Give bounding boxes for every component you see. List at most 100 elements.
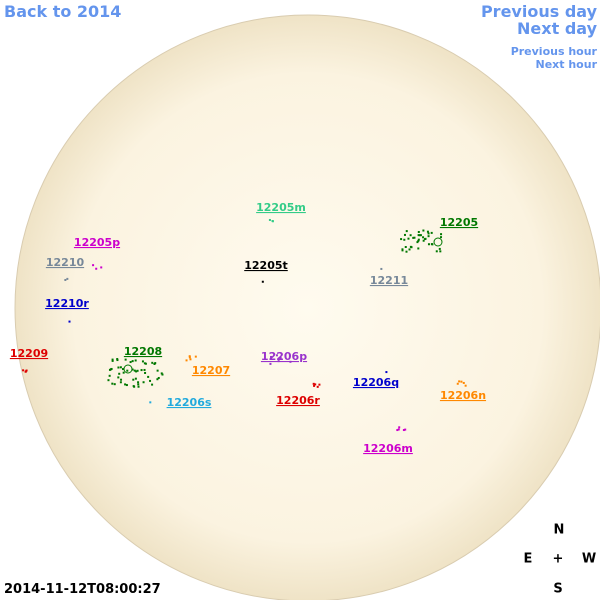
sunspot xyxy=(107,379,110,382)
sunspot xyxy=(188,356,191,359)
sunspot xyxy=(275,354,278,357)
sunspot xyxy=(149,401,152,404)
sunspot xyxy=(402,429,405,432)
sunspot xyxy=(111,358,114,361)
sunspot xyxy=(261,280,264,283)
sunspot xyxy=(407,237,410,240)
sunspot xyxy=(318,383,321,386)
sunspot xyxy=(462,381,465,384)
sunspot xyxy=(403,233,406,236)
sunspot xyxy=(144,371,147,374)
sunspot xyxy=(141,360,144,363)
sunspot xyxy=(427,232,430,235)
sunspot xyxy=(119,381,122,384)
sunspot xyxy=(156,369,159,372)
region-label: 12205m xyxy=(256,201,306,214)
sunspot xyxy=(124,358,127,361)
next-hour-link[interactable]: Next hour xyxy=(535,58,598,71)
sunspot xyxy=(268,218,271,221)
sunspot xyxy=(160,372,163,375)
sunspot xyxy=(314,383,317,386)
sunspot xyxy=(422,229,425,232)
compass-north: N xyxy=(554,523,565,538)
sunspot xyxy=(413,236,416,239)
sunspot xyxy=(161,373,164,376)
sunspot xyxy=(380,267,383,270)
sunspot xyxy=(111,359,114,362)
sunspot xyxy=(95,267,98,270)
sunspot xyxy=(409,234,412,237)
sunspot xyxy=(113,383,116,386)
sunspot xyxy=(151,361,154,364)
sunspot xyxy=(439,250,442,253)
sunspot xyxy=(108,368,111,371)
sunspot xyxy=(422,236,425,239)
sunspot xyxy=(405,250,408,253)
sunspot xyxy=(385,371,388,374)
sunspot xyxy=(422,239,425,242)
sunspot xyxy=(396,429,399,432)
sunspot xyxy=(24,370,27,373)
timestamp: 2014-11-12T08:00:27 xyxy=(4,582,161,597)
sunspot xyxy=(129,361,132,364)
compass-west: W xyxy=(582,552,596,567)
region-label: 12207 xyxy=(192,364,230,377)
sunspot xyxy=(143,362,146,365)
region-label: 12206m xyxy=(363,442,413,455)
sunspot xyxy=(117,366,120,369)
sunspot xyxy=(137,385,140,388)
region-label: 12205t xyxy=(244,259,288,272)
sunspot xyxy=(100,266,103,269)
region-label: 12206q xyxy=(353,376,399,389)
sunspot xyxy=(124,383,127,386)
sunspot xyxy=(316,385,319,388)
sunspot xyxy=(68,320,71,323)
sunspot xyxy=(64,278,67,281)
sunspot xyxy=(438,247,441,250)
next-day-link[interactable]: Next day xyxy=(517,19,597,38)
sunspot xyxy=(430,243,433,246)
sunspot xyxy=(153,362,156,365)
sunspot xyxy=(66,277,69,280)
sunspot xyxy=(137,381,140,384)
sunspot xyxy=(409,245,412,248)
sunspot xyxy=(398,426,401,429)
region-label: 12205 xyxy=(440,216,478,229)
sunspot xyxy=(111,382,114,385)
sunspot xyxy=(147,375,150,378)
sunspot xyxy=(120,378,123,381)
sunspot xyxy=(460,380,463,383)
sunspot xyxy=(269,362,272,365)
sunspot xyxy=(271,220,274,223)
sunspot xyxy=(279,357,282,360)
sunspot xyxy=(116,358,119,361)
sunspot xyxy=(134,359,137,362)
sunspot xyxy=(401,248,404,251)
sunspot xyxy=(131,360,134,363)
sunspot xyxy=(151,383,154,386)
sunspot xyxy=(149,379,152,382)
region-label: 12211 xyxy=(370,274,408,287)
compass-center: + xyxy=(553,552,564,567)
sunspot xyxy=(417,247,420,250)
sunspot-ring xyxy=(123,364,133,374)
sunspot xyxy=(404,428,407,431)
sunspot xyxy=(134,377,137,380)
sunspot xyxy=(125,384,128,387)
region-label: 12205p xyxy=(74,236,120,249)
previous-hour-link[interactable]: Previous hour xyxy=(510,45,597,58)
previous-day-link[interactable]: Previous day xyxy=(480,2,597,21)
back-link[interactable]: Back to 2014 xyxy=(4,2,122,21)
sunspot xyxy=(132,378,135,381)
sunspot xyxy=(108,374,111,377)
region-label: 12206s xyxy=(167,396,212,409)
sunspot xyxy=(440,236,443,239)
sunspot xyxy=(424,237,427,240)
sunspot xyxy=(144,362,147,365)
sunspot xyxy=(418,234,421,237)
sunspot xyxy=(400,238,403,241)
sunspot xyxy=(401,249,404,252)
sunspot xyxy=(157,376,160,379)
sunspot xyxy=(435,250,438,253)
sunspot xyxy=(143,368,146,371)
